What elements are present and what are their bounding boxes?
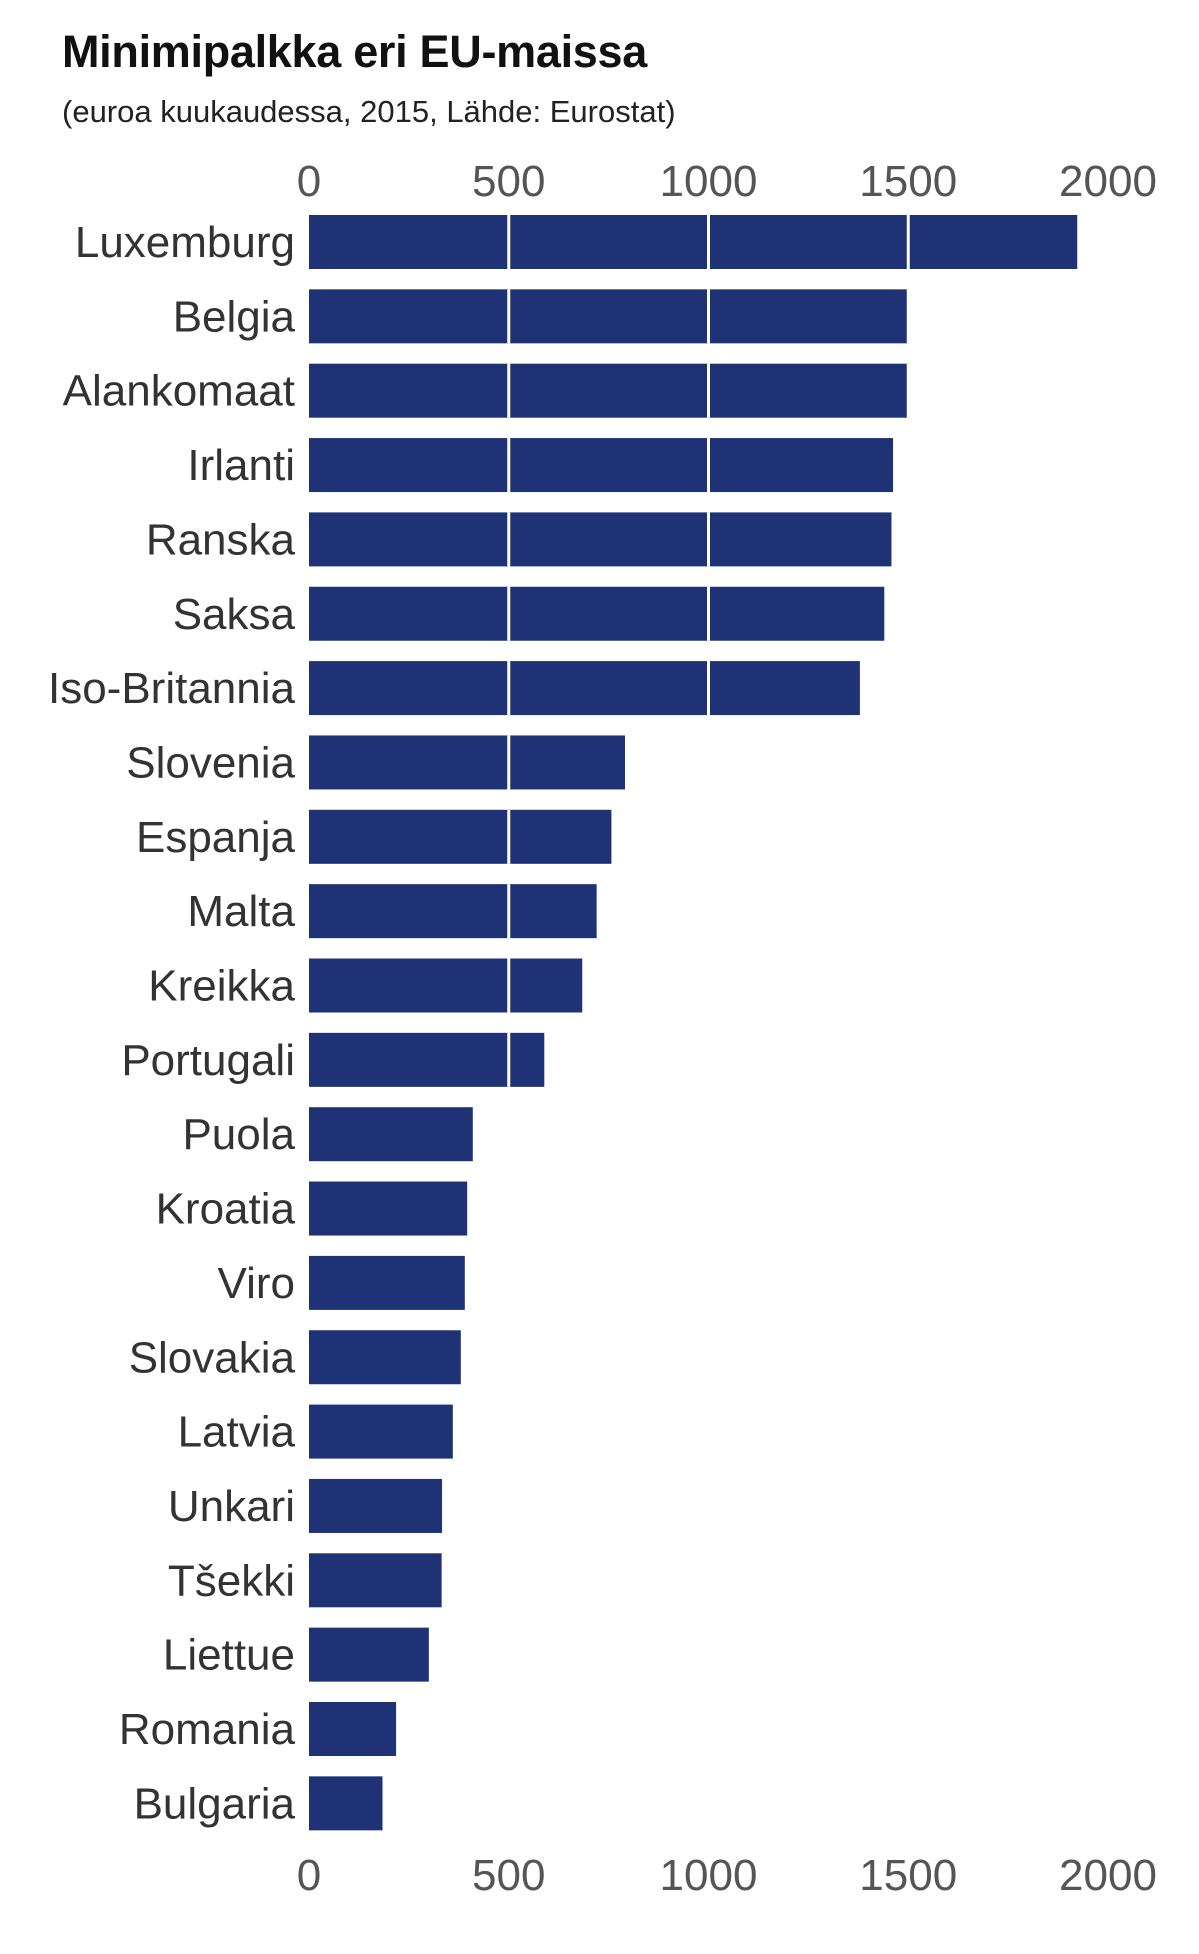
category-label-espanja: Espanja: [136, 813, 296, 862]
bar-kroatia: [309, 1181, 468, 1236]
top-axis: 0 500 1000 1500 2000: [297, 157, 1157, 206]
category-label-tsekki: Tšekki: [168, 1556, 295, 1605]
category-label-iso-britannia: Iso-Britannia: [48, 664, 296, 713]
bar-alankomaat: [309, 363, 910, 418]
bottom-axis: 0 500 1000 1500 2000: [297, 1851, 1157, 1900]
bar-irlanti: [309, 438, 894, 493]
bar-puola: [309, 1107, 473, 1162]
bottom-tick-label-2000: 2000: [1059, 1851, 1157, 1900]
bars-layer: [309, 215, 1078, 1831]
category-label-ranska: Ranska: [146, 515, 296, 564]
category-labels-layer: Luxemburg Belgia Alankomaat Irlanti Ranska Sa…: [48, 218, 296, 1828]
bar-romania: [309, 1702, 397, 1756]
bottom-tick-label-0: 0: [297, 1851, 321, 1900]
gridlines-layer: [507, 215, 910, 1087]
chart-subtitle: (euroa kuukaudessa, 2015, Lähde: Eurosta…: [62, 94, 676, 129]
chart-title: Minimipalkka eri EU-maissa: [62, 26, 647, 77]
category-label-puola: Puola: [182, 1110, 295, 1159]
category-label-slovakia: Slovakia: [129, 1333, 296, 1382]
bar-liettue: [309, 1627, 429, 1682]
bottom-tick-label-1000: 1000: [660, 1851, 758, 1900]
bar-latvia: [309, 1404, 453, 1459]
top-tick-label-2000: 2000: [1059, 157, 1157, 206]
category-label-luxemburg: Luxemburg: [75, 218, 295, 267]
bar-kreikka: [309, 958, 583, 1013]
bar-slovakia: [309, 1330, 461, 1385]
top-tick-label-0: 0: [297, 157, 321, 206]
bar-slovenia: [309, 735, 626, 790]
category-label-romania: Romania: [119, 1705, 296, 1754]
bar-iso-britannia: [309, 661, 860, 716]
category-label-latvia: Latvia: [178, 1408, 296, 1457]
bottom-tick-label-1500: 1500: [859, 1851, 957, 1900]
bar-unkari: [309, 1478, 443, 1533]
category-label-unkari: Unkari: [168, 1482, 295, 1531]
bar-saksa: [309, 586, 885, 641]
category-label-malta: Malta: [187, 887, 295, 936]
category-label-alankomaat: Alankomaat: [63, 367, 295, 416]
bar-viro: [309, 1255, 465, 1310]
category-label-viro: Viro: [218, 1259, 295, 1308]
top-tick-label-1000: 1000: [660, 157, 758, 206]
category-label-saksa: Saksa: [173, 590, 296, 639]
bar-belgia: [309, 289, 910, 344]
category-label-irlanti: Irlanti: [187, 441, 295, 490]
bottom-tick-label-500: 500: [472, 1851, 545, 1900]
top-tick-label-500: 500: [472, 157, 545, 206]
category-label-slovenia: Slovenia: [126, 738, 295, 787]
bar-malta: [309, 884, 597, 939]
bar-bulgaria: [309, 1776, 383, 1831]
category-label-bulgaria: Bulgaria: [134, 1779, 296, 1828]
bar-ranska: [309, 512, 892, 567]
top-tick-label-1500: 1500: [859, 157, 957, 206]
category-label-belgia: Belgia: [173, 292, 296, 341]
category-label-kroatia: Kroatia: [156, 1185, 296, 1234]
bar-tsekki: [309, 1553, 442, 1608]
bar-portugali: [309, 1032, 545, 1087]
category-label-kreikka: Kreikka: [148, 962, 295, 1011]
bar-luxemburg: [309, 215, 1078, 269]
bar-espanja: [309, 809, 612, 864]
category-label-portugali: Portugali: [121, 1036, 295, 1085]
category-label-liettue: Liettue: [163, 1631, 295, 1680]
